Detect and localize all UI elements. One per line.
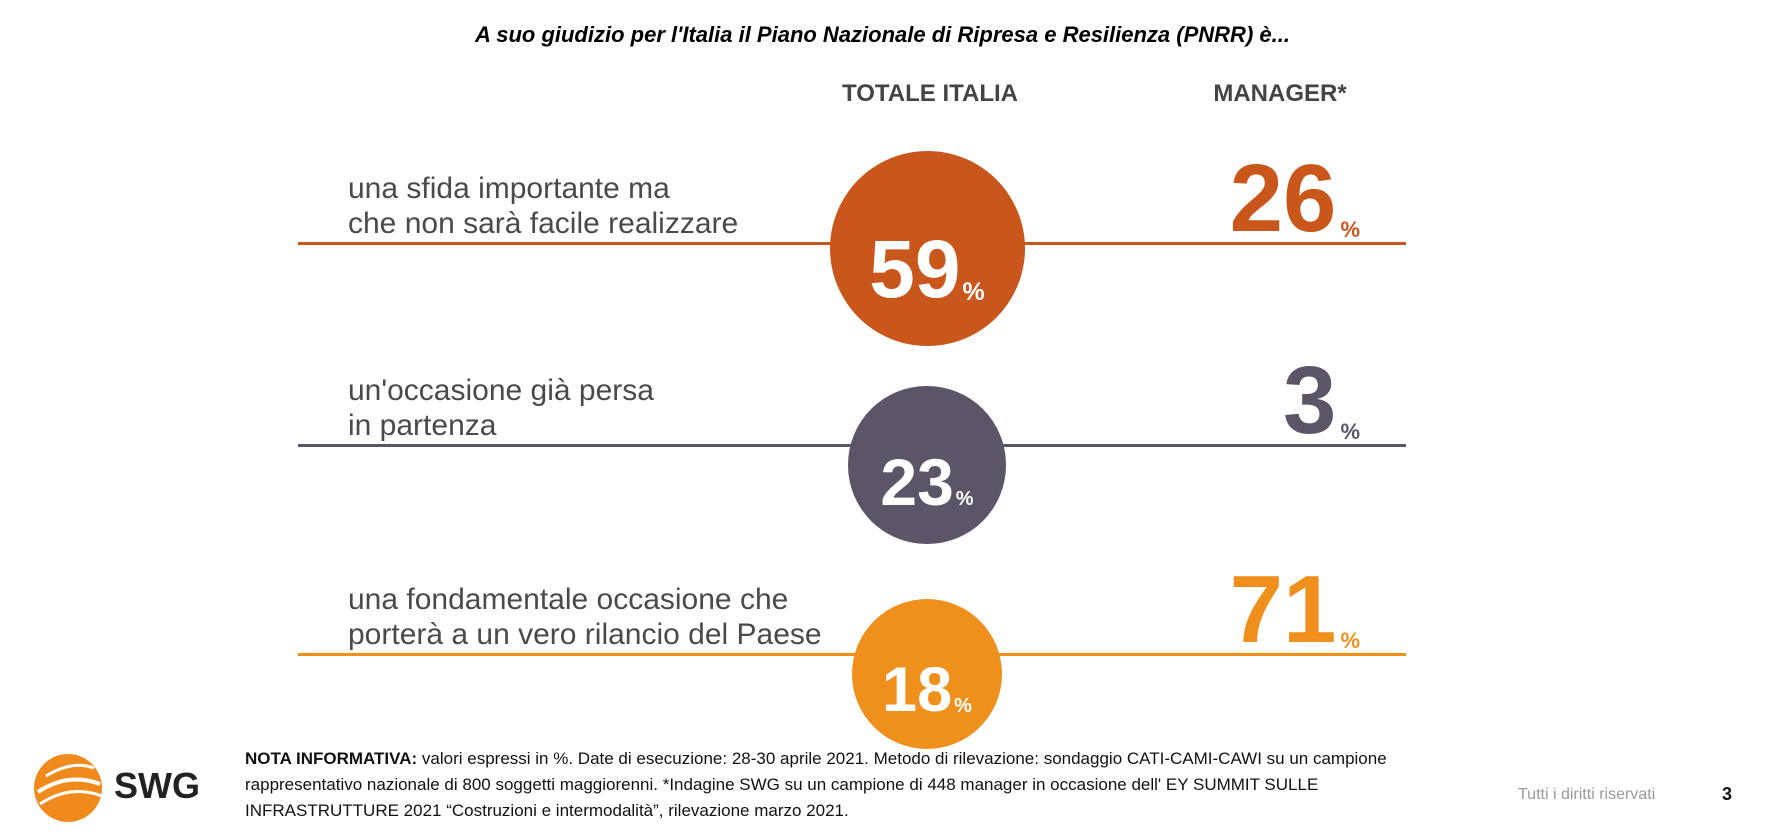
rights-reserved: Tutti i diritti riservati <box>1518 786 1656 803</box>
manager-value: 3 <box>1283 347 1337 454</box>
manager-percent-sign: % <box>1340 217 1360 242</box>
totale-percent-sign: % <box>954 694 972 717</box>
chart-title: A suo giudizio per l'Italia il Piano Naz… <box>475 22 1290 47</box>
totale-circle: 59% <box>829 150 1025 346</box>
swg-logo-icon <box>34 754 103 822</box>
manager-percent-sign: % <box>1340 628 1360 653</box>
manager-value-block: 71% <box>1230 562 1360 658</box>
row-label: un'occasione già persa in partenza <box>348 373 654 443</box>
totale-circle: 23% <box>848 386 1006 544</box>
row-label-line: una sfida importante ma <box>348 172 670 205</box>
row-label: una sfida importante ma che non sarà faci… <box>348 171 738 241</box>
manager-value: 71 <box>1229 556 1337 663</box>
totale-value: 59 <box>869 223 961 315</box>
totale-percent-sign: % <box>955 488 974 511</box>
manager-value: 26 <box>1229 145 1337 252</box>
manager-percent-sign: % <box>1340 419 1360 444</box>
row-label-line: in partenza <box>348 409 497 442</box>
row-line <box>298 653 1406 656</box>
row-label-line: che non sarà facile realizzare <box>348 207 739 240</box>
row-label-line: un'occasione già persa <box>348 374 654 407</box>
row-label-line: una fondamentale occasione che <box>348 583 789 616</box>
row-label-line: porterà a un vero rilancio del Paese <box>348 618 822 651</box>
column-header-totale: TOTALE ITALIA <box>842 80 1018 107</box>
swg-logo-text: SWG <box>114 765 200 806</box>
totale-value: 23 <box>880 445 954 520</box>
informative-note: NOTA INFORMATIVA: valori espressi in %. … <box>245 746 1475 824</box>
row-label: una fondamentale occasione che porterà a … <box>348 582 822 652</box>
note-label: NOTA INFORMATIVA: <box>245 749 418 768</box>
manager-value-block: 3% <box>1283 353 1360 449</box>
totale-value: 18 <box>882 654 953 725</box>
page-number: 3 <box>1722 784 1733 804</box>
totale-circle: 18% <box>851 598 1003 750</box>
manager-value-block: 26% <box>1230 151 1360 247</box>
totale-percent-sign: % <box>962 277 985 306</box>
column-header-manager: MANAGER* <box>1213 80 1347 107</box>
note-text: valori espressi in %. Date di esecuzione… <box>245 749 1387 820</box>
